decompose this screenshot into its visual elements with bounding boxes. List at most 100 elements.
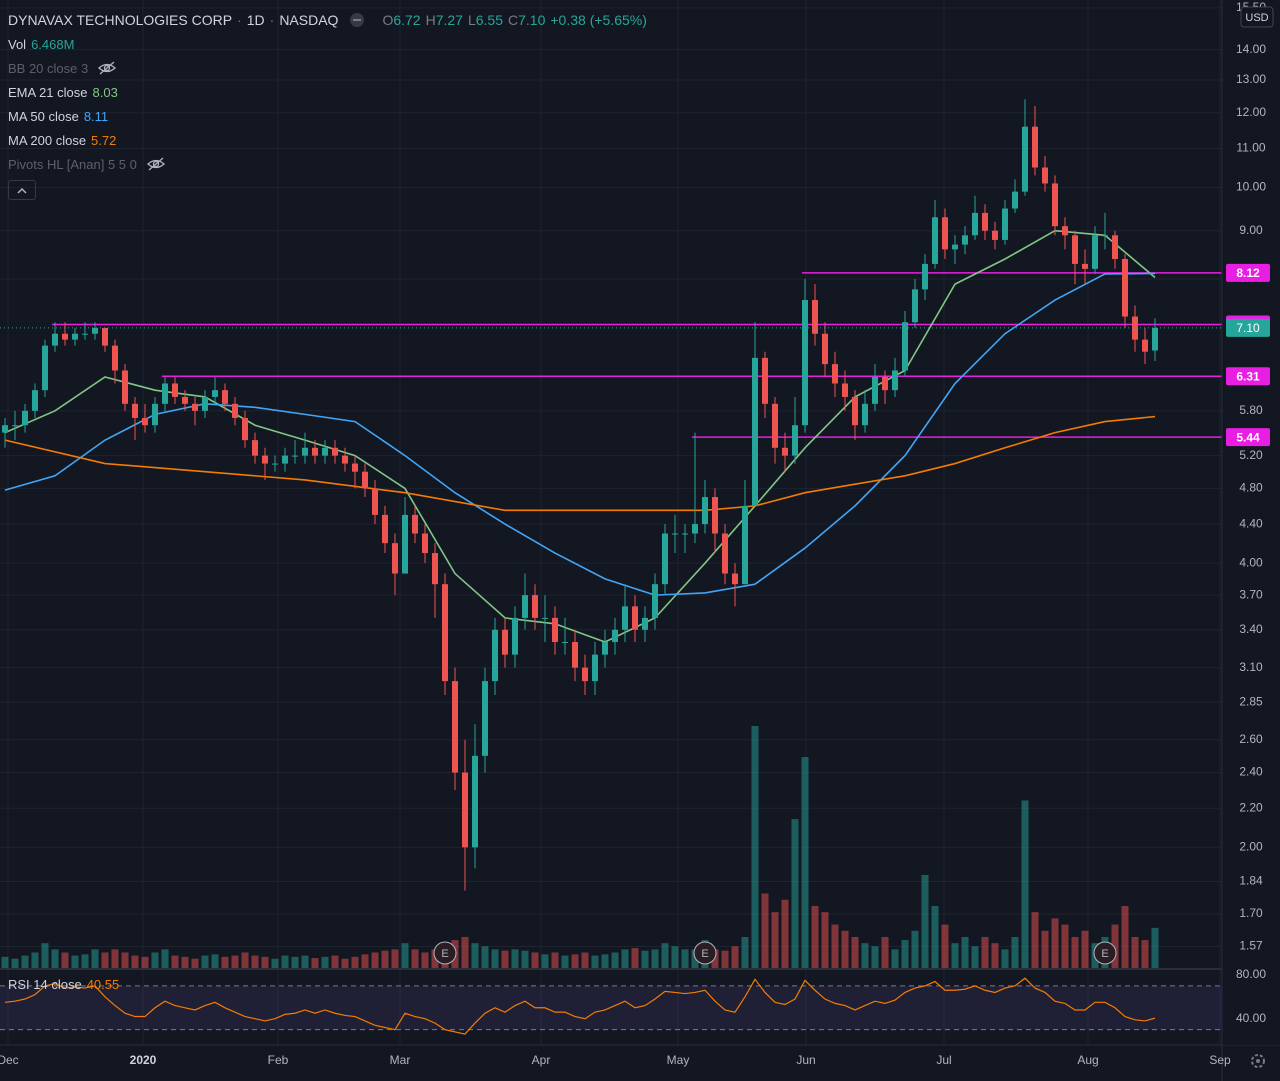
candle-body xyxy=(1002,208,1008,240)
candle-body xyxy=(812,300,818,334)
price-label-box xyxy=(1226,318,1270,337)
candle-body xyxy=(132,403,138,418)
volume-bar xyxy=(341,958,349,968)
volume-bar xyxy=(391,949,399,968)
volume-bar xyxy=(251,955,259,968)
visibility-toggle[interactable] xyxy=(97,61,117,75)
candle-body xyxy=(1092,235,1098,269)
y-tick-label: 1.70 xyxy=(1239,906,1263,920)
candle-body xyxy=(792,425,798,456)
x-tick-label: Dec xyxy=(0,1053,19,1067)
volume-bar xyxy=(1071,936,1079,968)
candle-body xyxy=(702,497,708,525)
volume-bar xyxy=(981,936,989,968)
volume-bar xyxy=(741,936,749,968)
volume-bar xyxy=(321,956,329,968)
indicator-row[interactable]: Vol 6.468M xyxy=(8,32,647,56)
y-tick-label: 2.60 xyxy=(1239,732,1263,746)
settings-button[interactable] xyxy=(1251,1054,1265,1068)
y-tick-label: 10.00 xyxy=(1236,180,1266,194)
candle-body xyxy=(252,440,258,456)
indicator-name: BB 20 close 3 xyxy=(8,60,89,76)
candle-body xyxy=(992,230,998,240)
volume-bar xyxy=(951,943,959,968)
exchange: NASDAQ xyxy=(279,12,339,28)
pivot-label: 5.44 xyxy=(1236,430,1260,444)
indicator-row[interactable]: Pivots HL [Anan] 5 5 0 xyxy=(8,152,647,176)
volume-bar xyxy=(651,949,659,968)
indicator-row[interactable]: MA 50 close 8.11 xyxy=(8,104,647,128)
volume-bar xyxy=(801,757,809,968)
volume-bar xyxy=(1121,905,1129,968)
candle-body xyxy=(822,333,828,365)
candle-body xyxy=(962,235,968,245)
symbol-title[interactable]: DYNAVAX TECHNOLOGIES CORP xyxy=(8,12,233,28)
candle-body xyxy=(872,376,878,404)
volume-bar xyxy=(461,936,469,968)
indicator-row[interactable]: MA 200 close 5.72 xyxy=(8,128,647,152)
candle-body xyxy=(852,396,858,426)
x-tick-label: 2020 xyxy=(130,1053,157,1067)
volume-bar xyxy=(571,954,579,968)
earnings-marker[interactable]: E xyxy=(693,941,717,965)
volume-bar xyxy=(421,952,429,968)
indicator-row[interactable]: EMA 21 close 8.03 xyxy=(8,80,647,104)
candle-body xyxy=(202,396,208,411)
indicator-name: MA 200 close xyxy=(8,132,87,148)
visibility-toggle[interactable] xyxy=(146,157,166,171)
volume-bar xyxy=(551,952,559,968)
candle-body xyxy=(602,642,608,655)
y-tick-label: 13.00 xyxy=(1236,72,1266,86)
candle-body xyxy=(842,383,848,397)
collapse-button[interactable] xyxy=(8,180,36,200)
y-tick-label: 3.70 xyxy=(1239,587,1263,601)
indicator-name: Vol xyxy=(8,36,27,52)
market-status-icon[interactable] xyxy=(349,12,371,28)
y-tick-label: 2.40 xyxy=(1239,765,1263,779)
volume-bar xyxy=(491,949,499,968)
candle-body xyxy=(932,217,938,264)
candle-body xyxy=(342,455,348,464)
x-tick-label: Jul xyxy=(936,1053,951,1067)
volume-bar xyxy=(721,950,729,968)
candle-body xyxy=(692,524,698,534)
candle-body xyxy=(192,403,198,411)
candle-body xyxy=(632,606,638,630)
volume-bar xyxy=(271,958,279,968)
currency-button[interactable]: USD xyxy=(1240,6,1274,28)
candle-body xyxy=(512,617,518,655)
indicator-row[interactable]: BB 20 close 3 xyxy=(8,56,647,80)
candle-body xyxy=(882,376,888,391)
volume-bar xyxy=(161,949,169,968)
candle-body xyxy=(1152,327,1158,351)
earnings-marker[interactable]: E xyxy=(1093,941,1117,965)
volume-bar xyxy=(811,905,819,968)
earnings-marker[interactable]: E xyxy=(433,941,457,965)
candle-body xyxy=(142,417,148,426)
volume-bar xyxy=(301,955,309,968)
candle-body xyxy=(612,629,618,643)
candle-body xyxy=(162,383,168,404)
candle-body xyxy=(732,573,738,585)
volume-bar xyxy=(641,950,649,968)
candle-body xyxy=(242,417,248,441)
volume-bar xyxy=(1151,927,1159,968)
volume-bar xyxy=(661,943,669,968)
candle-body xyxy=(102,327,108,346)
candle-body xyxy=(972,212,978,236)
volume-bar xyxy=(101,952,109,968)
interval[interactable]: 1D xyxy=(246,12,265,28)
candle-body xyxy=(212,390,218,397)
volume-bar xyxy=(291,956,299,968)
candle-body xyxy=(472,755,478,848)
candle-body xyxy=(172,383,178,397)
ohlc-value: 7.10 xyxy=(518,12,546,28)
volume-bar xyxy=(1081,930,1089,968)
x-tick-label: Jun xyxy=(796,1053,815,1067)
candle-body xyxy=(452,681,458,773)
volume-bar xyxy=(1141,940,1149,968)
candle-body xyxy=(1032,126,1038,168)
candle-body xyxy=(182,396,188,404)
rsi-name: RSI 14 close xyxy=(8,977,82,992)
